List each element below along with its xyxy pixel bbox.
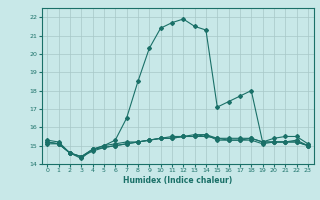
- X-axis label: Humidex (Indice chaleur): Humidex (Indice chaleur): [123, 176, 232, 185]
